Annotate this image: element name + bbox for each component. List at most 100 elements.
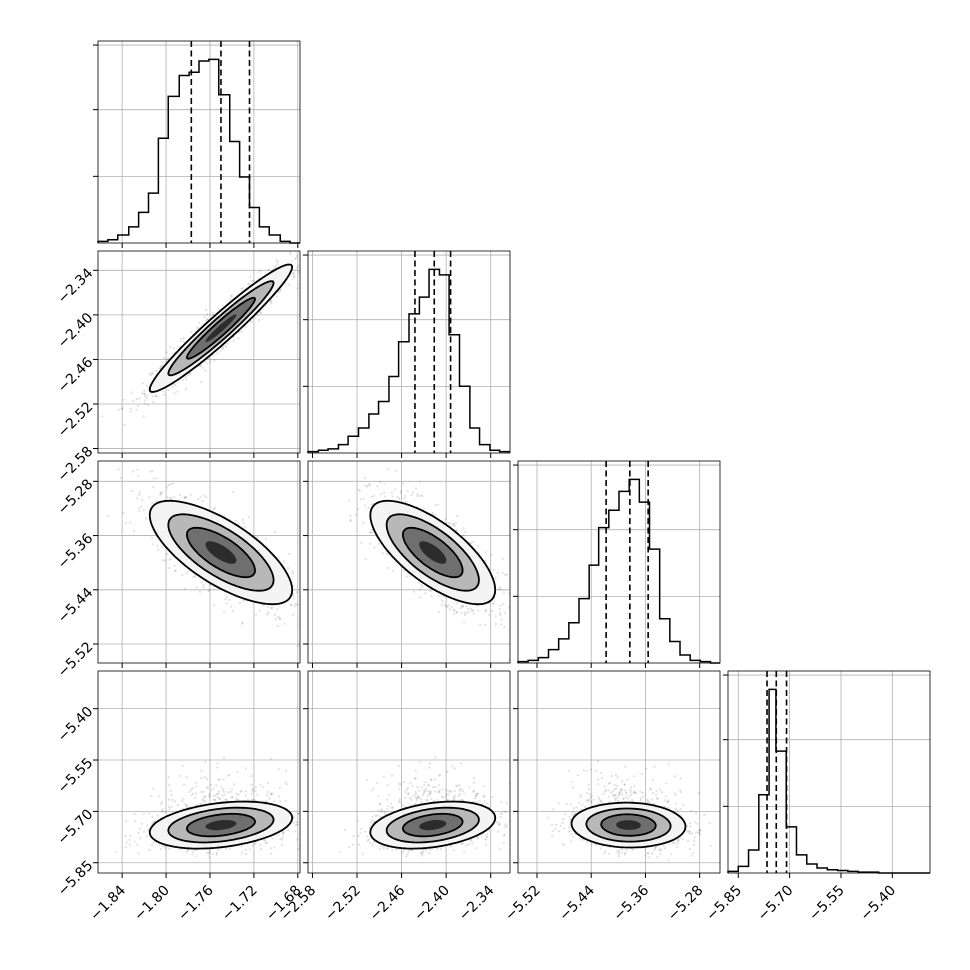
scatter-point [168,558,171,561]
scatter-point [501,571,504,574]
scatter-point [399,492,402,495]
scatter-point [271,792,274,796]
scatter-point [251,799,254,802]
scatter-point [265,537,268,540]
pair-frame-1-2 [307,460,511,664]
scatter-point [390,491,393,494]
scatter-point [380,493,383,496]
scatter-point [195,326,199,329]
scatter-point [488,613,491,616]
scatter-point [137,507,140,510]
scatter-point [223,611,226,614]
density-level-3 [205,314,237,343]
scatter-point [387,566,390,570]
scatter-point [503,625,506,628]
scatter-point [455,601,458,605]
scatter-point [443,603,446,606]
scatter-point [362,521,365,525]
scatter-point [146,404,150,407]
contour-line-1 [167,513,275,592]
scatter-point [383,491,386,494]
scatter-point [137,831,140,834]
scatter-point [129,834,132,838]
scatter-point [498,612,502,615]
scatter-point [152,400,155,403]
scatter-point [434,513,437,516]
scatter-point [254,842,257,845]
scatter-point [499,614,502,617]
scatter-point [185,496,188,499]
scatter-point [216,762,219,765]
scatter-point [192,575,195,579]
contour-line-0 [148,263,294,393]
scatter-point [231,796,234,799]
scatter-point [182,379,185,382]
scatter-point [463,621,466,624]
scatter-point [168,566,171,570]
scatter-point [321,247,323,249]
scatter-point [203,316,206,319]
scatter-point [199,803,202,806]
scatter-point [212,508,215,511]
scatter-point [240,789,243,793]
scatter-point [494,576,497,580]
scatter-point [278,289,281,293]
scatter-point [167,388,170,391]
scatter-point [370,528,373,532]
scatter-point [280,838,283,841]
scatter-point [313,621,315,623]
scatter-point [500,623,503,626]
scatter-point [463,613,466,617]
scatter-point [231,609,235,613]
scatter-point [217,849,220,852]
scatter-point [288,251,291,253]
scatter-point [289,603,292,606]
scatter-point [364,558,367,561]
scatter-point [181,574,184,577]
scatter-point [293,276,296,279]
scatter-point [416,493,419,496]
scatter-point [444,605,447,608]
scatter-point [151,371,154,374]
scatter-point [208,850,211,853]
scatter-point [277,291,280,294]
scatter-point [199,496,202,499]
scatter-point [418,588,421,591]
scatter-point [296,267,299,270]
scatter-point [356,507,359,511]
scatter-point [291,613,294,616]
scatter-point [168,847,171,850]
scatter-point [367,507,370,510]
scatter-point [502,557,505,561]
scatter-point [173,383,176,386]
contour-line-0 [148,499,294,606]
scatter-point [291,260,294,263]
scatter-point [179,848,182,851]
scatter-point [149,374,152,377]
scatter-point [218,778,221,782]
scatter-point [204,760,207,763]
scatter-point [152,477,155,480]
scatter-point [271,607,274,610]
scatter-point [366,485,369,488]
scatter-point [165,486,168,489]
scatter-point [117,468,120,471]
scatter-point [169,483,173,486]
scatter-point [168,783,171,787]
scatter-point [241,599,244,602]
scatter-point [310,604,312,606]
scatter-point [138,827,141,831]
scatter-point [349,519,352,522]
pair-panel-0-1 [93,247,323,458]
scatter-point [364,484,367,487]
scatter-point [235,798,238,802]
scatter-point [101,415,104,418]
scatter-point [138,491,141,494]
scatter-point [145,396,148,399]
scatter-point [201,797,204,800]
scatter-point [135,843,138,846]
scatter-point [527,647,529,649]
scatter-point [254,789,257,793]
scatter-point [171,482,175,485]
scatter-point [257,319,260,322]
